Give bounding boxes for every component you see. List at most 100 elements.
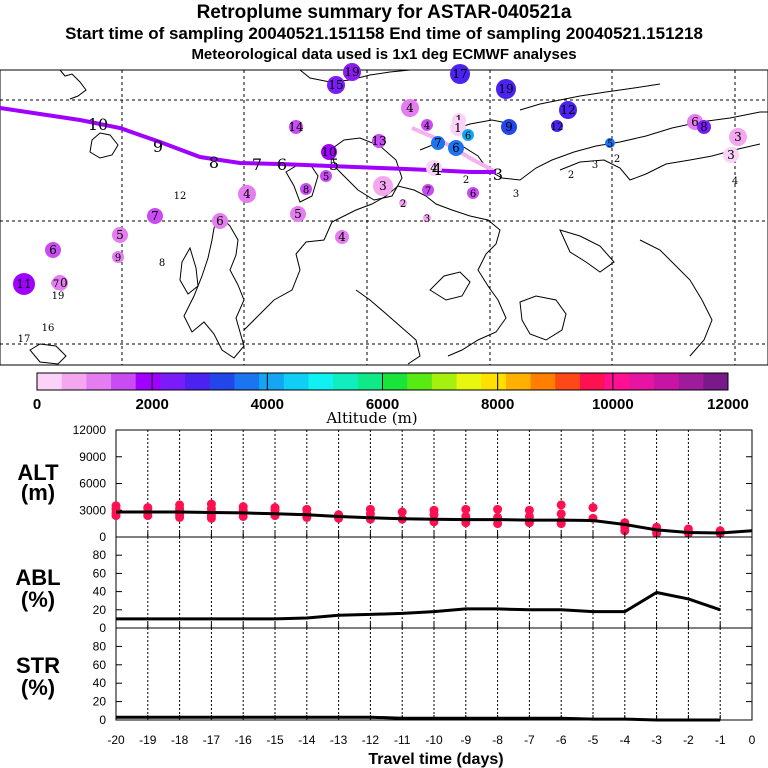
track-day-label: 5 (329, 155, 339, 174)
plume-marker-dot (732, 177, 738, 183)
plume-marker-dot (43, 322, 53, 332)
plume-marker-dot (238, 185, 256, 203)
plume-marker: 17 (18, 333, 30, 345)
y-tick-label: 12000 (73, 423, 107, 437)
plume-marker: 2 (399, 199, 407, 210)
plume-marker: 5 (112, 227, 128, 243)
plume-marker-label: 19 (344, 65, 359, 79)
plume-marker-label: 15 (328, 78, 343, 92)
panel-str: 0 20 40 60 80 STR(%) (16, 627, 753, 727)
altitude-point (397, 507, 407, 517)
plume-marker: 5 (605, 138, 615, 150)
plume-marker: 19 (343, 63, 361, 81)
plume-marker-dot (501, 119, 517, 135)
map-gridlines (0, 70, 768, 365)
plume-marker: 3 (423, 214, 431, 225)
plume-marker-dot (448, 140, 464, 156)
plume-marker-label: 3 (513, 189, 519, 200)
colorbar-tick-label: 0 (33, 396, 41, 413)
panel-unit: (%) (21, 587, 55, 612)
plume-marker-label: 4 (430, 161, 438, 175)
x-tick-label: -17 (203, 733, 221, 747)
plume-marker-dot (513, 190, 519, 196)
plume-marker-dot (13, 273, 35, 295)
plume-marker: 3 (373, 176, 393, 196)
plume-marker-label: 7 (151, 209, 159, 223)
x-tick-label: -8 (492, 733, 503, 747)
plume-marker-dot (614, 155, 620, 161)
plume-marker: 5 (320, 170, 332, 183)
track-day-label: 4 (432, 160, 442, 179)
sampling-time-line: Start time of sampling 20040521.151158 E… (65, 24, 703, 43)
plume-marker: 6 (45, 242, 61, 258)
y-tick-label: 6000 (79, 477, 106, 491)
plume-marker-dot (431, 136, 445, 150)
plume-marker-dot (399, 199, 407, 207)
plume-marker-label: 7 (53, 279, 59, 290)
x-tick-label: -9 (460, 733, 471, 747)
y-tick-label: 0 (99, 713, 106, 727)
plume-marker-dot (729, 128, 747, 146)
plume-marker: 4 (732, 176, 738, 187)
colorbar-swatch (160, 373, 186, 390)
colorbar-swatch (333, 373, 359, 390)
plume-marker-dot (290, 206, 306, 222)
plume-marker-label: 6 (216, 214, 224, 228)
plume-marker: 4 (238, 185, 256, 203)
altitude-point (556, 509, 566, 519)
plume-marker: 4 (401, 99, 419, 117)
plume-marker: 1 (450, 120, 466, 136)
plume-marker-dot (568, 171, 574, 177)
series-line (116, 590, 721, 621)
plume-marker-label: 9 (115, 253, 121, 264)
plume-marker-label: 2 (400, 199, 406, 210)
panel-unit: (%) (21, 675, 55, 700)
colorbar-tick-label: 12000 (707, 396, 749, 413)
coastlines (29, 69, 768, 365)
x-tick-label: -19 (139, 733, 157, 747)
y-tick-label: 20 (93, 603, 107, 617)
plume-marker-dot (19, 333, 29, 343)
colorbar-swatch (234, 373, 260, 390)
plume-marker-label: 11 (16, 277, 31, 291)
x-tick-label: -4 (619, 733, 630, 747)
plume-marker: 12 (551, 120, 563, 133)
x-tick-label: 0 (749, 733, 756, 747)
plume-marker: 7 (422, 184, 434, 197)
plume-marker-dot (450, 64, 470, 84)
colorbar-swatch (629, 373, 655, 390)
plume-marker-label: 2 (463, 175, 469, 186)
plume-marker-dot (289, 120, 303, 134)
track-day-label: 8 (209, 153, 219, 172)
plume-marker: 3 (723, 147, 739, 163)
plume-marker-dot (592, 161, 598, 167)
plume-marker-dot (422, 184, 434, 196)
plume-marker-label: 13 (371, 134, 386, 148)
series-line (116, 510, 753, 535)
x-tick-label: -15 (266, 733, 284, 747)
plume-marker-label: 9 (505, 120, 513, 134)
plume-marker-label: 4 (406, 101, 414, 115)
plume-marker-dot (176, 191, 184, 199)
plume-marker-label: 3 (734, 130, 742, 144)
plume-marker-label: 7 (434, 136, 442, 150)
x-tick-label: -13 (330, 733, 348, 747)
colorbar-swatch (37, 373, 63, 390)
plume-marker-label: 8 (700, 120, 708, 134)
colorbar-swatch (653, 373, 680, 390)
y-tick-label: 0 (99, 530, 106, 544)
altitude-point (429, 510, 439, 520)
plume-marker-dot (605, 138, 615, 148)
x-tick-label: -14 (298, 733, 316, 747)
plume-marker-dot (372, 134, 386, 148)
altitude-point (175, 512, 185, 522)
plume-marker: 7 (51, 278, 61, 290)
plume-marker-label: 8 (159, 258, 165, 269)
panel-abl: 0 20 40 60 80 ABL(%) (15, 536, 753, 635)
colorbar-swatch (555, 373, 581, 390)
series-line (116, 715, 721, 722)
plume-marker-dot (320, 170, 332, 182)
y-tick-label: 3000 (79, 503, 106, 517)
plume-marker-label: 6 (470, 189, 476, 200)
